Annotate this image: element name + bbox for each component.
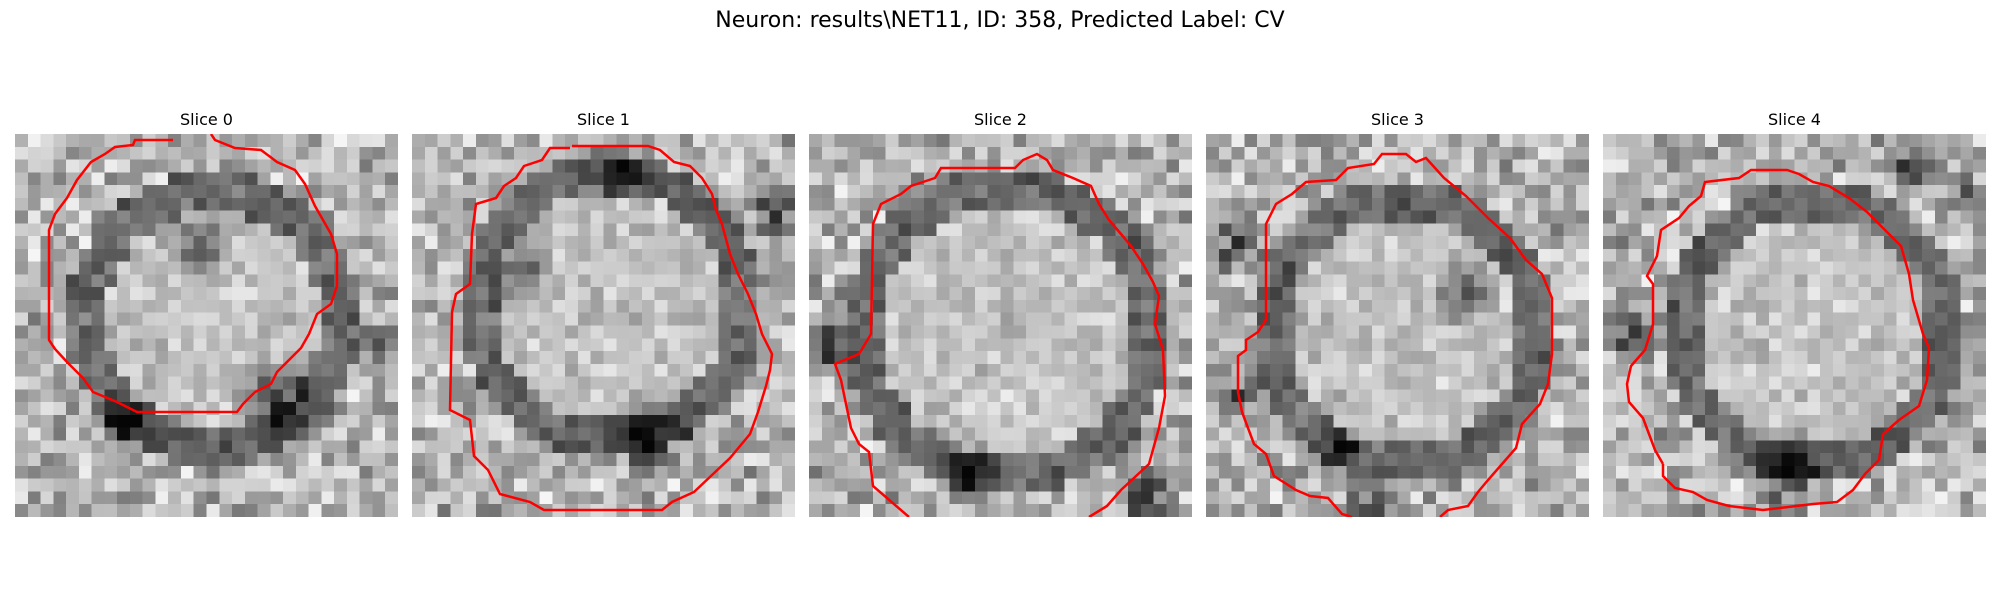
slice-image [1603, 134, 1986, 517]
microscopy-image [1603, 134, 1986, 517]
slice-panel-1: Slice 1 [412, 108, 795, 517]
slice-panel-4: Slice 4 [1603, 108, 1986, 517]
slice-panel-0: Slice 0 [15, 108, 398, 517]
slice-image [1206, 134, 1589, 517]
roi-contour [47, 134, 339, 414]
slice-title: Slice 1 [577, 110, 630, 129]
roi-contour [448, 144, 774, 512]
roi-contour [1236, 152, 1554, 517]
slice-image [809, 134, 1192, 517]
slice-image [412, 134, 795, 517]
microscopy-image [15, 134, 398, 517]
figure-title: Neuron: results\NET11, ID: 358, Predicte… [715, 8, 1285, 33]
microscopy-image [1206, 134, 1589, 517]
slice-image [15, 134, 398, 517]
slice-title: Slice 4 [1768, 110, 1821, 129]
microscopy-image [809, 134, 1192, 517]
slice-panel-3: Slice 3 [1206, 108, 1589, 517]
roi-contour [833, 152, 1167, 517]
slice-panel-2: Slice 2 [809, 108, 1192, 517]
microscopy-image [412, 134, 795, 517]
slice-title: Slice 0 [180, 110, 233, 129]
slice-title: Slice 3 [1371, 110, 1424, 129]
roi-contour [1625, 168, 1931, 512]
slice-title: Slice 2 [974, 110, 1027, 129]
